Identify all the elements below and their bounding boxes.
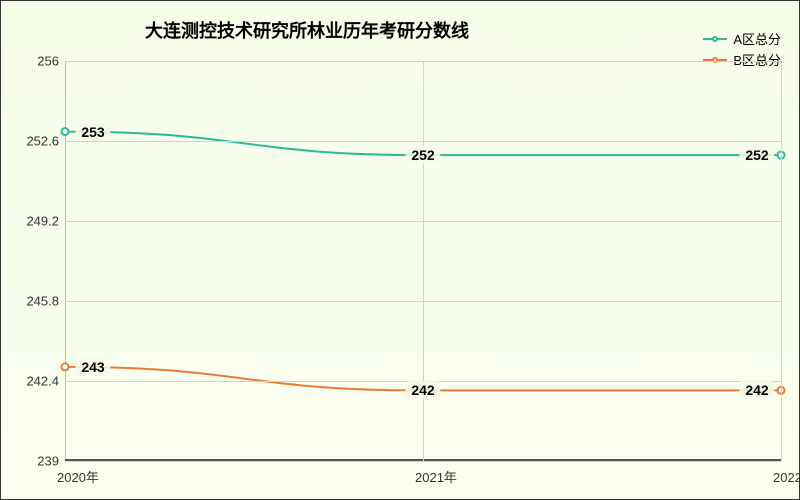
legend-marker <box>712 36 718 42</box>
data-label: 253 <box>75 123 110 141</box>
y-axis-label: 245.8 <box>26 294 65 309</box>
data-label: 242 <box>739 381 774 399</box>
grid-line <box>423 61 424 461</box>
y-axis-label: 242.4 <box>26 374 65 389</box>
y-axis-label: 252.6 <box>26 134 65 149</box>
x-axis-label: 2020年 <box>57 461 99 486</box>
y-axis-label: 249.2 <box>26 214 65 229</box>
data-label: 252 <box>739 146 774 164</box>
x-axis-label: 2022年 <box>773 461 800 486</box>
legend-item: A区总分 <box>703 29 781 48</box>
data-label: 252 <box>405 146 440 164</box>
data-label: 242 <box>405 381 440 399</box>
plot-area: 239242.4245.8249.2252.62562020年2021年2022… <box>65 61 781 461</box>
x-axis-label: 2021年 <box>415 461 457 486</box>
grid-line <box>781 61 782 461</box>
y-axis-label: 256 <box>37 54 65 69</box>
data-label: 243 <box>75 358 110 376</box>
chart-title: 大连测控技术研究所林业历年考研分数线 <box>145 17 469 43</box>
legend-line <box>703 38 727 40</box>
legend-label: A区总分 <box>733 29 781 48</box>
data-marker <box>62 363 69 370</box>
chart-container: 大连测控技术研究所林业历年考研分数线 A区总分B区总分 239242.4245.… <box>0 0 800 500</box>
